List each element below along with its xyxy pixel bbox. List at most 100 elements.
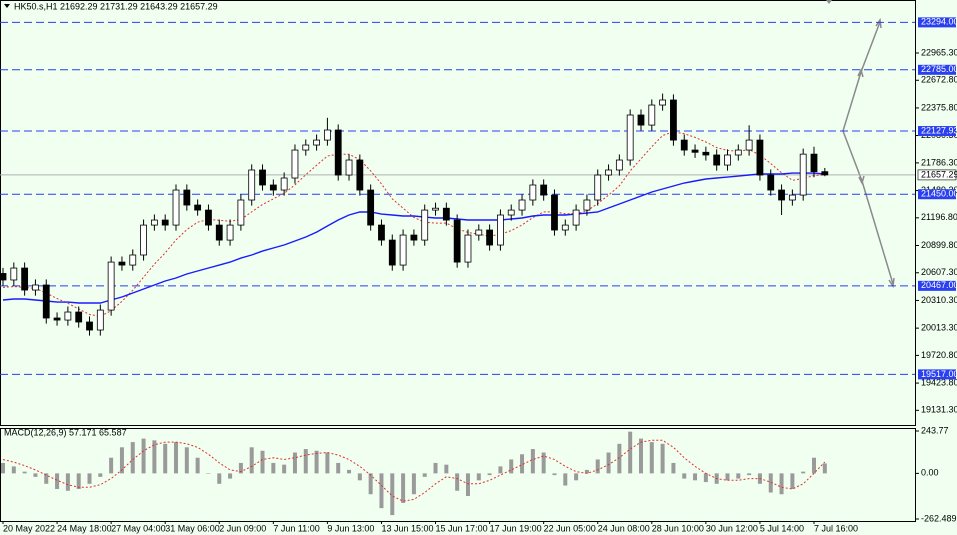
macd-bar (98, 473, 103, 477)
candle-body (486, 229, 494, 246)
candle-body (821, 171, 829, 176)
macd-bar (217, 473, 222, 484)
candle-body (205, 209, 212, 226)
level-label-box (918, 126, 956, 137)
last-price-label: 21657.29 (921, 169, 957, 179)
candle-body (810, 153, 818, 173)
macd-bar (628, 431, 633, 474)
arrow-head (858, 175, 865, 186)
candle-body (42, 284, 50, 319)
macd-bar (238, 462, 243, 474)
macd-bar (152, 440, 157, 474)
candle-body (767, 174, 775, 191)
macd-bar (292, 452, 297, 474)
moving-average (2, 172, 825, 304)
macd-bar (465, 473, 470, 496)
macd-bar (303, 449, 308, 474)
candle-body (96, 309, 104, 331)
macd-bar (476, 473, 481, 481)
candle-body (453, 219, 461, 263)
y-tick-label: 21786.30 (921, 157, 957, 167)
macd-bar (693, 473, 698, 481)
y-tick-label: 19720.80 (921, 350, 957, 360)
macd-bar (671, 462, 676, 474)
y-tick-label: 22672.80 (921, 75, 957, 85)
candle-body (670, 99, 677, 141)
y-tick-label: 22965.30 (921, 47, 957, 57)
candle-body (313, 139, 320, 146)
candle-body (561, 224, 569, 231)
macd-bar (141, 438, 146, 474)
candle-body (788, 194, 796, 201)
candle-body (583, 199, 591, 211)
macd-bar (163, 443, 168, 474)
candle-body (410, 234, 418, 241)
candle-body (129, 254, 137, 266)
macd-bar (206, 473, 211, 474)
x-tick-label: 28 Jun 10:00 (652, 523, 704, 533)
level-label: 22127.93 (921, 125, 957, 135)
level-label: 23294.00 (921, 17, 957, 27)
candle-body (21, 267, 29, 291)
macd-bar (422, 473, 427, 477)
x-tick-label: 24 May 18:00 (57, 523, 112, 533)
candle-body (626, 114, 634, 161)
macd-bar (660, 443, 665, 474)
macd-bar (336, 462, 341, 474)
x-tick-label: 27 May 04:00 (111, 523, 166, 533)
candle-body (53, 317, 61, 321)
macd-bar (109, 457, 114, 474)
x-tick-label: 13 Jun 15:00 (381, 523, 433, 533)
macd-bar (390, 473, 395, 516)
candle-body (399, 234, 407, 266)
candle-body (507, 209, 515, 216)
y-tick-label: 20310.30 (921, 295, 957, 305)
moving-average (2, 131, 825, 317)
candle-body (745, 139, 753, 151)
arrow-head (875, 17, 882, 29)
macd-bar (520, 454, 525, 474)
level-label-box (918, 64, 956, 75)
macd-bar (184, 447, 189, 474)
y-tick-label: 22375.80 (921, 102, 957, 112)
candle-body (648, 104, 656, 126)
level-label: 20467.00 (921, 280, 957, 290)
x-tick-label: 5 Jul 14:00 (760, 523, 804, 533)
candle-body (172, 189, 180, 226)
candle-body (64, 311, 72, 321)
candle-body (107, 261, 115, 311)
candle-body (302, 144, 310, 151)
y-tick-label: 19131.30 (921, 405, 957, 415)
macd-bar (682, 473, 687, 479)
macd-bar (433, 462, 438, 474)
macd-bar (55, 473, 60, 490)
macd-bar (411, 473, 416, 495)
candle-body (215, 224, 223, 241)
y-tick-label: 20899.80 (921, 240, 957, 250)
x-tick-label: 30 Jun 12:00 (706, 523, 758, 533)
candle-body (594, 174, 602, 201)
macd-bar (649, 442, 654, 474)
macd-bar (228, 473, 233, 479)
menu-triangle[interactable] (4, 4, 10, 8)
candle-body (659, 99, 667, 106)
level-label-box (918, 189, 956, 200)
x-tick-label: 22 Jun 05:00 (544, 523, 596, 533)
candle-body (572, 209, 580, 226)
candle-body (86, 321, 93, 331)
main-frame (0, 0, 916, 426)
macd-bar (725, 473, 730, 481)
macd-bar (455, 473, 460, 491)
y-tick-label: 21196.80 (921, 212, 957, 222)
candle-body (475, 229, 483, 236)
candle-body (323, 129, 331, 141)
macd-bar (379, 473, 384, 509)
candle-body (10, 267, 18, 281)
macd-bar (779, 473, 784, 495)
macd-bar (119, 447, 124, 474)
macd-bar (444, 464, 449, 474)
candle-body (150, 219, 158, 226)
macd-bar (33, 473, 38, 477)
